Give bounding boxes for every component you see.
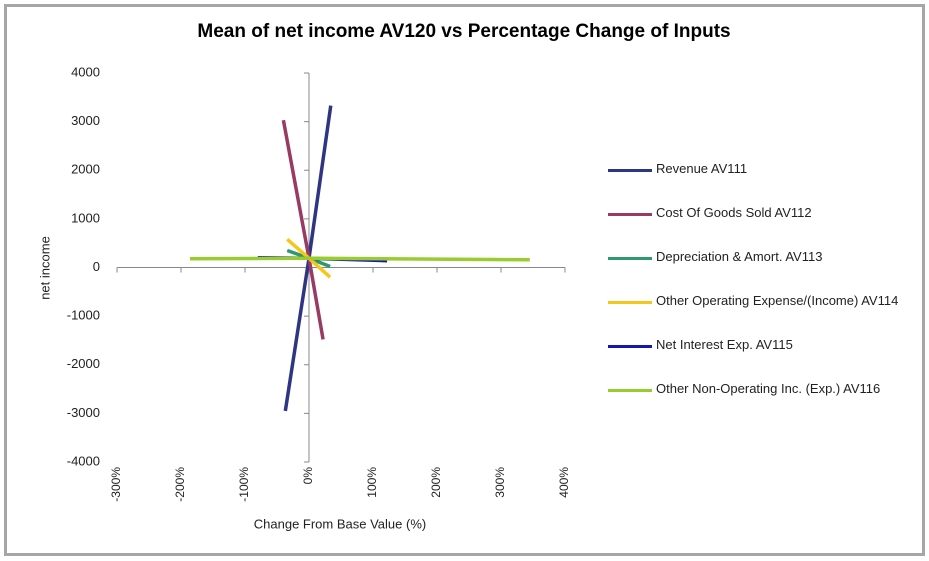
series-line — [189, 256, 530, 262]
y-tick-label: 1000 — [71, 210, 100, 225]
legend-swatch — [608, 301, 652, 304]
x-tick-label: -200% — [173, 467, 187, 502]
legend-item: Revenue AV111 — [608, 160, 908, 204]
y-tick-label: -4000 — [67, 453, 100, 468]
legend-label: Net Interest Exp. AV115 — [656, 337, 793, 352]
y-tick-label: 0 — [93, 259, 100, 274]
legend-item: Other Operating Expense/(Income) AV114 — [608, 292, 908, 336]
y-axis-title: net income — [37, 236, 52, 300]
x-tick-label: -100% — [237, 467, 251, 502]
chart-frame — [4, 4, 925, 556]
y-tick-label: -3000 — [67, 405, 100, 420]
x-tick-label: 100% — [365, 467, 379, 498]
legend-label: Revenue AV111 — [656, 161, 748, 176]
legend-swatch — [608, 345, 652, 348]
legend-item: Other Non-Operating Inc. (Exp.) AV116 — [608, 380, 908, 424]
y-tick-label: 3000 — [71, 113, 100, 128]
legend-swatch — [608, 213, 652, 216]
legend-label: Cost Of Goods Sold AV112 — [656, 205, 812, 220]
legend-label: Other Non-Operating Inc. (Exp.) AV116 — [656, 381, 881, 396]
legend-label: Other Operating Expense/(Income) AV114 — [656, 293, 899, 308]
legend-swatch — [608, 169, 652, 172]
legend: Revenue AV111 Cost Of Goods Sold AV112 Dep… — [608, 160, 908, 424]
y-tick-label: -2000 — [67, 356, 100, 371]
legend-label: Depreciation & Amort. AV113 — [656, 249, 823, 264]
legend-item: Depreciation & Amort. AV113 — [608, 248, 908, 292]
x-tick-label: 400% — [557, 467, 571, 498]
x-axis-title: Change From Base Value (%) — [254, 516, 426, 531]
x-tick-label: 0% — [301, 467, 315, 485]
legend-swatch — [608, 257, 652, 260]
x-tick-label: 200% — [429, 467, 443, 498]
legend-item: Net Interest Exp. AV115 — [608, 336, 908, 380]
chart-title: Mean of net income AV120 vs Percentage C… — [197, 21, 730, 42]
y-tick-label: 4000 — [71, 64, 100, 79]
y-tick-label: -1000 — [67, 308, 100, 323]
y-tick-label: 2000 — [71, 162, 100, 177]
x-tick-label: 300% — [493, 467, 507, 498]
x-tick-label: -300% — [109, 467, 123, 502]
legend-swatch — [608, 389, 652, 392]
legend-item: Cost Of Goods Sold AV112 — [608, 204, 908, 248]
